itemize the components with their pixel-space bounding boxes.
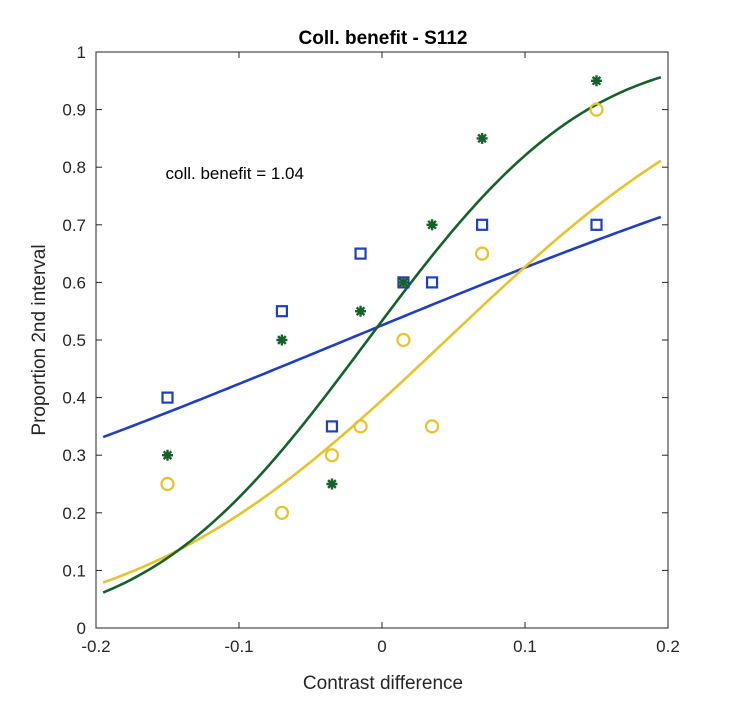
y-tick-label: 0.5 bbox=[62, 331, 86, 350]
x-tick-label: -0.1 bbox=[224, 637, 253, 656]
plot-area: -0.2 -0.1 0 0.1 0.2 0 0.1 0.2 0.3 0.4 0.5 0.6 0.7 0.8… bbox=[62, 43, 679, 656]
data-point-asterisk bbox=[476, 132, 488, 144]
data-point-circle bbox=[424, 419, 440, 434]
data-point-square bbox=[275, 305, 288, 318]
data-point-circle bbox=[475, 246, 490, 261]
y-tick-label: 0.6 bbox=[62, 273, 86, 292]
fit-curve-square bbox=[102, 215, 662, 439]
data-point-asterisk bbox=[276, 334, 288, 346]
data-point-asterisk bbox=[355, 305, 367, 317]
data-point-square bbox=[476, 218, 489, 231]
coll-benefit-annotation: coll. benefit = 1.04 bbox=[166, 164, 304, 183]
y-tick-label: 1 bbox=[77, 43, 86, 62]
x-axis-label: Contrast difference bbox=[303, 673, 463, 694]
y-tick-label: 0.9 bbox=[62, 101, 86, 120]
data-point-circle bbox=[353, 419, 368, 434]
y-tick-label: 0.2 bbox=[62, 504, 86, 523]
fit-curve-asterisk bbox=[102, 75, 662, 594]
fit-curve-circle bbox=[102, 159, 662, 584]
x-tick-label: 0.1 bbox=[513, 637, 537, 656]
x-tick-label: 0.2 bbox=[656, 637, 680, 656]
x-tick-label: 0 bbox=[377, 637, 386, 656]
data-point-square bbox=[161, 391, 174, 404]
y-axis-label: Proportion 2nd interval bbox=[29, 244, 50, 435]
data-point-asterisk bbox=[162, 449, 173, 461]
data-point-asterisk bbox=[426, 219, 438, 231]
data-point-square bbox=[425, 276, 439, 289]
y-tick-label: 0.3 bbox=[62, 446, 86, 465]
y-tick-label: 0.7 bbox=[62, 216, 86, 235]
data-point-asterisk bbox=[326, 478, 338, 490]
y-tick-label: 0.1 bbox=[62, 561, 86, 580]
data-point-circle bbox=[160, 476, 175, 492]
data-point-circle bbox=[589, 102, 604, 117]
y-tick-label: 0.4 bbox=[62, 389, 86, 408]
data-point-circle bbox=[324, 448, 340, 463]
data-point-square bbox=[590, 218, 603, 231]
data-point-asterisk bbox=[591, 75, 602, 87]
data-point-circle bbox=[396, 332, 411, 348]
y-tick-label: 0 bbox=[77, 619, 86, 638]
x-tick-label: -0.2 bbox=[81, 637, 110, 656]
data-point-circle bbox=[274, 505, 289, 520]
data-point-asterisk bbox=[397, 276, 409, 288]
y-tick-label: 0.8 bbox=[62, 158, 86, 177]
chart-title: Coll. benefit - S112 bbox=[299, 28, 468, 49]
data-point-square bbox=[354, 247, 367, 260]
data-point-square bbox=[325, 420, 339, 433]
